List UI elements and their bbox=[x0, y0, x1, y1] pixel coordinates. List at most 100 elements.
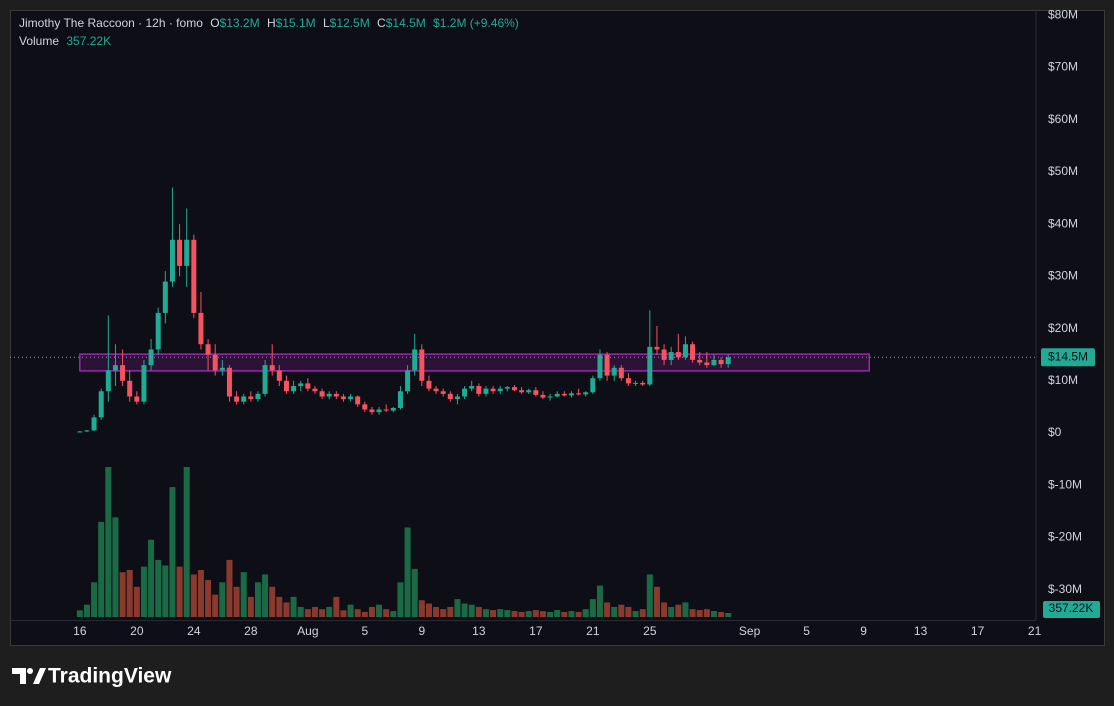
candle-body bbox=[390, 407, 396, 411]
volume-bar bbox=[376, 604, 383, 617]
volume-badge bbox=[1043, 601, 1100, 618]
x-tick-label: 5 bbox=[803, 624, 810, 638]
candle-body bbox=[526, 390, 532, 393]
volume-bar bbox=[197, 569, 204, 617]
volume-bar bbox=[504, 610, 511, 617]
candle-body bbox=[369, 409, 375, 413]
candle-body bbox=[554, 393, 560, 397]
volume-bar bbox=[568, 611, 575, 617]
volume-bar bbox=[682, 602, 689, 617]
legend-key: Volume bbox=[19, 34, 59, 48]
legend-change: $1.2M (+9.46%) bbox=[433, 16, 519, 30]
x-tick-label: 17 bbox=[971, 624, 985, 638]
last-price-label: $14.5M bbox=[1048, 349, 1088, 363]
candle-body bbox=[205, 344, 211, 355]
y-tick-label: $50M bbox=[1048, 164, 1078, 178]
legend-value: $13.2M bbox=[220, 16, 260, 30]
candle-body bbox=[511, 387, 517, 391]
volume-bar bbox=[618, 604, 625, 617]
symbol-title: Jimothy The Raccoon · 12h · fomo bbox=[19, 16, 203, 30]
candle-body bbox=[91, 417, 97, 431]
volume-bar bbox=[140, 566, 147, 617]
volume-bar bbox=[604, 602, 611, 617]
zone bbox=[79, 353, 871, 372]
y-tick-label: $-30M bbox=[1048, 582, 1082, 596]
candle-body bbox=[454, 396, 460, 400]
volume-bar bbox=[126, 569, 133, 617]
candle-body bbox=[419, 349, 425, 381]
volume-bar bbox=[689, 609, 696, 617]
volume-bar bbox=[76, 610, 83, 617]
volume-bar bbox=[354, 609, 361, 617]
volume-bar bbox=[703, 609, 710, 617]
volume-bar bbox=[383, 609, 390, 617]
volume-bar bbox=[575, 611, 582, 617]
logo-icon bbox=[33, 668, 46, 684]
candle-body bbox=[219, 367, 225, 371]
candle-body bbox=[412, 349, 418, 371]
candle-body bbox=[312, 388, 318, 392]
candle-body bbox=[305, 383, 311, 389]
volume-bar bbox=[661, 602, 668, 617]
candle-body bbox=[340, 396, 346, 400]
volume-bar bbox=[190, 574, 197, 617]
x-tick-label: 5 bbox=[361, 624, 368, 638]
volume-bar bbox=[547, 611, 554, 617]
candle-body bbox=[255, 393, 261, 400]
candle-body bbox=[561, 393, 567, 396]
candle-body bbox=[533, 390, 539, 395]
volume-bar bbox=[490, 610, 497, 617]
candle-body bbox=[155, 312, 161, 350]
candle-body bbox=[476, 386, 482, 394]
volume-bar bbox=[518, 611, 525, 617]
x-tick-label: Sep bbox=[739, 624, 761, 638]
volume-bar bbox=[482, 609, 489, 617]
volume-bar bbox=[183, 467, 190, 617]
volume-bar bbox=[404, 527, 411, 617]
candle-body bbox=[184, 239, 190, 266]
candle-body bbox=[326, 393, 332, 397]
candle-body bbox=[362, 404, 368, 410]
candle-body bbox=[668, 352, 674, 360]
volume-bar bbox=[425, 603, 432, 617]
x-tick-label: 21 bbox=[586, 624, 600, 638]
candle-body bbox=[376, 409, 382, 413]
candle-body bbox=[127, 380, 133, 397]
candle-body bbox=[98, 391, 104, 418]
candle-body bbox=[198, 312, 204, 345]
candle-body bbox=[355, 396, 361, 405]
volume-bar bbox=[668, 606, 675, 617]
logo-icon bbox=[27, 668, 33, 674]
volume-bar bbox=[347, 604, 354, 617]
candle-body bbox=[675, 352, 681, 358]
volume-bar bbox=[368, 606, 375, 617]
candle-body bbox=[618, 367, 624, 379]
x-tick-label: 13 bbox=[914, 624, 928, 638]
x-tick-label: 20 bbox=[130, 624, 144, 638]
volume-bar bbox=[696, 610, 703, 617]
candle-body bbox=[276, 370, 282, 381]
candle-body bbox=[440, 391, 446, 394]
candle-body bbox=[291, 386, 297, 392]
volume-bar bbox=[319, 609, 326, 617]
legend-value: $14.5M bbox=[386, 16, 426, 30]
volume-bar bbox=[162, 565, 169, 617]
volume-bar bbox=[390, 611, 397, 617]
volume-bar bbox=[269, 586, 276, 617]
last-price-badge bbox=[1041, 348, 1095, 367]
volume-bar bbox=[333, 596, 340, 617]
marks bbox=[10, 187, 1036, 617]
chart-frame bbox=[10, 10, 1105, 646]
volume-bar bbox=[440, 609, 447, 617]
volume-bar bbox=[283, 602, 290, 617]
candle-body bbox=[134, 396, 140, 402]
volume-bar bbox=[233, 586, 240, 617]
candle-body bbox=[540, 394, 546, 398]
volume-bar bbox=[276, 596, 283, 617]
y-tick-label: $20M bbox=[1048, 321, 1078, 335]
candle-body bbox=[248, 396, 254, 400]
volume-bar bbox=[461, 603, 468, 617]
volume-bar bbox=[91, 582, 98, 617]
candle-body bbox=[397, 391, 403, 408]
volume-bar bbox=[539, 611, 546, 617]
